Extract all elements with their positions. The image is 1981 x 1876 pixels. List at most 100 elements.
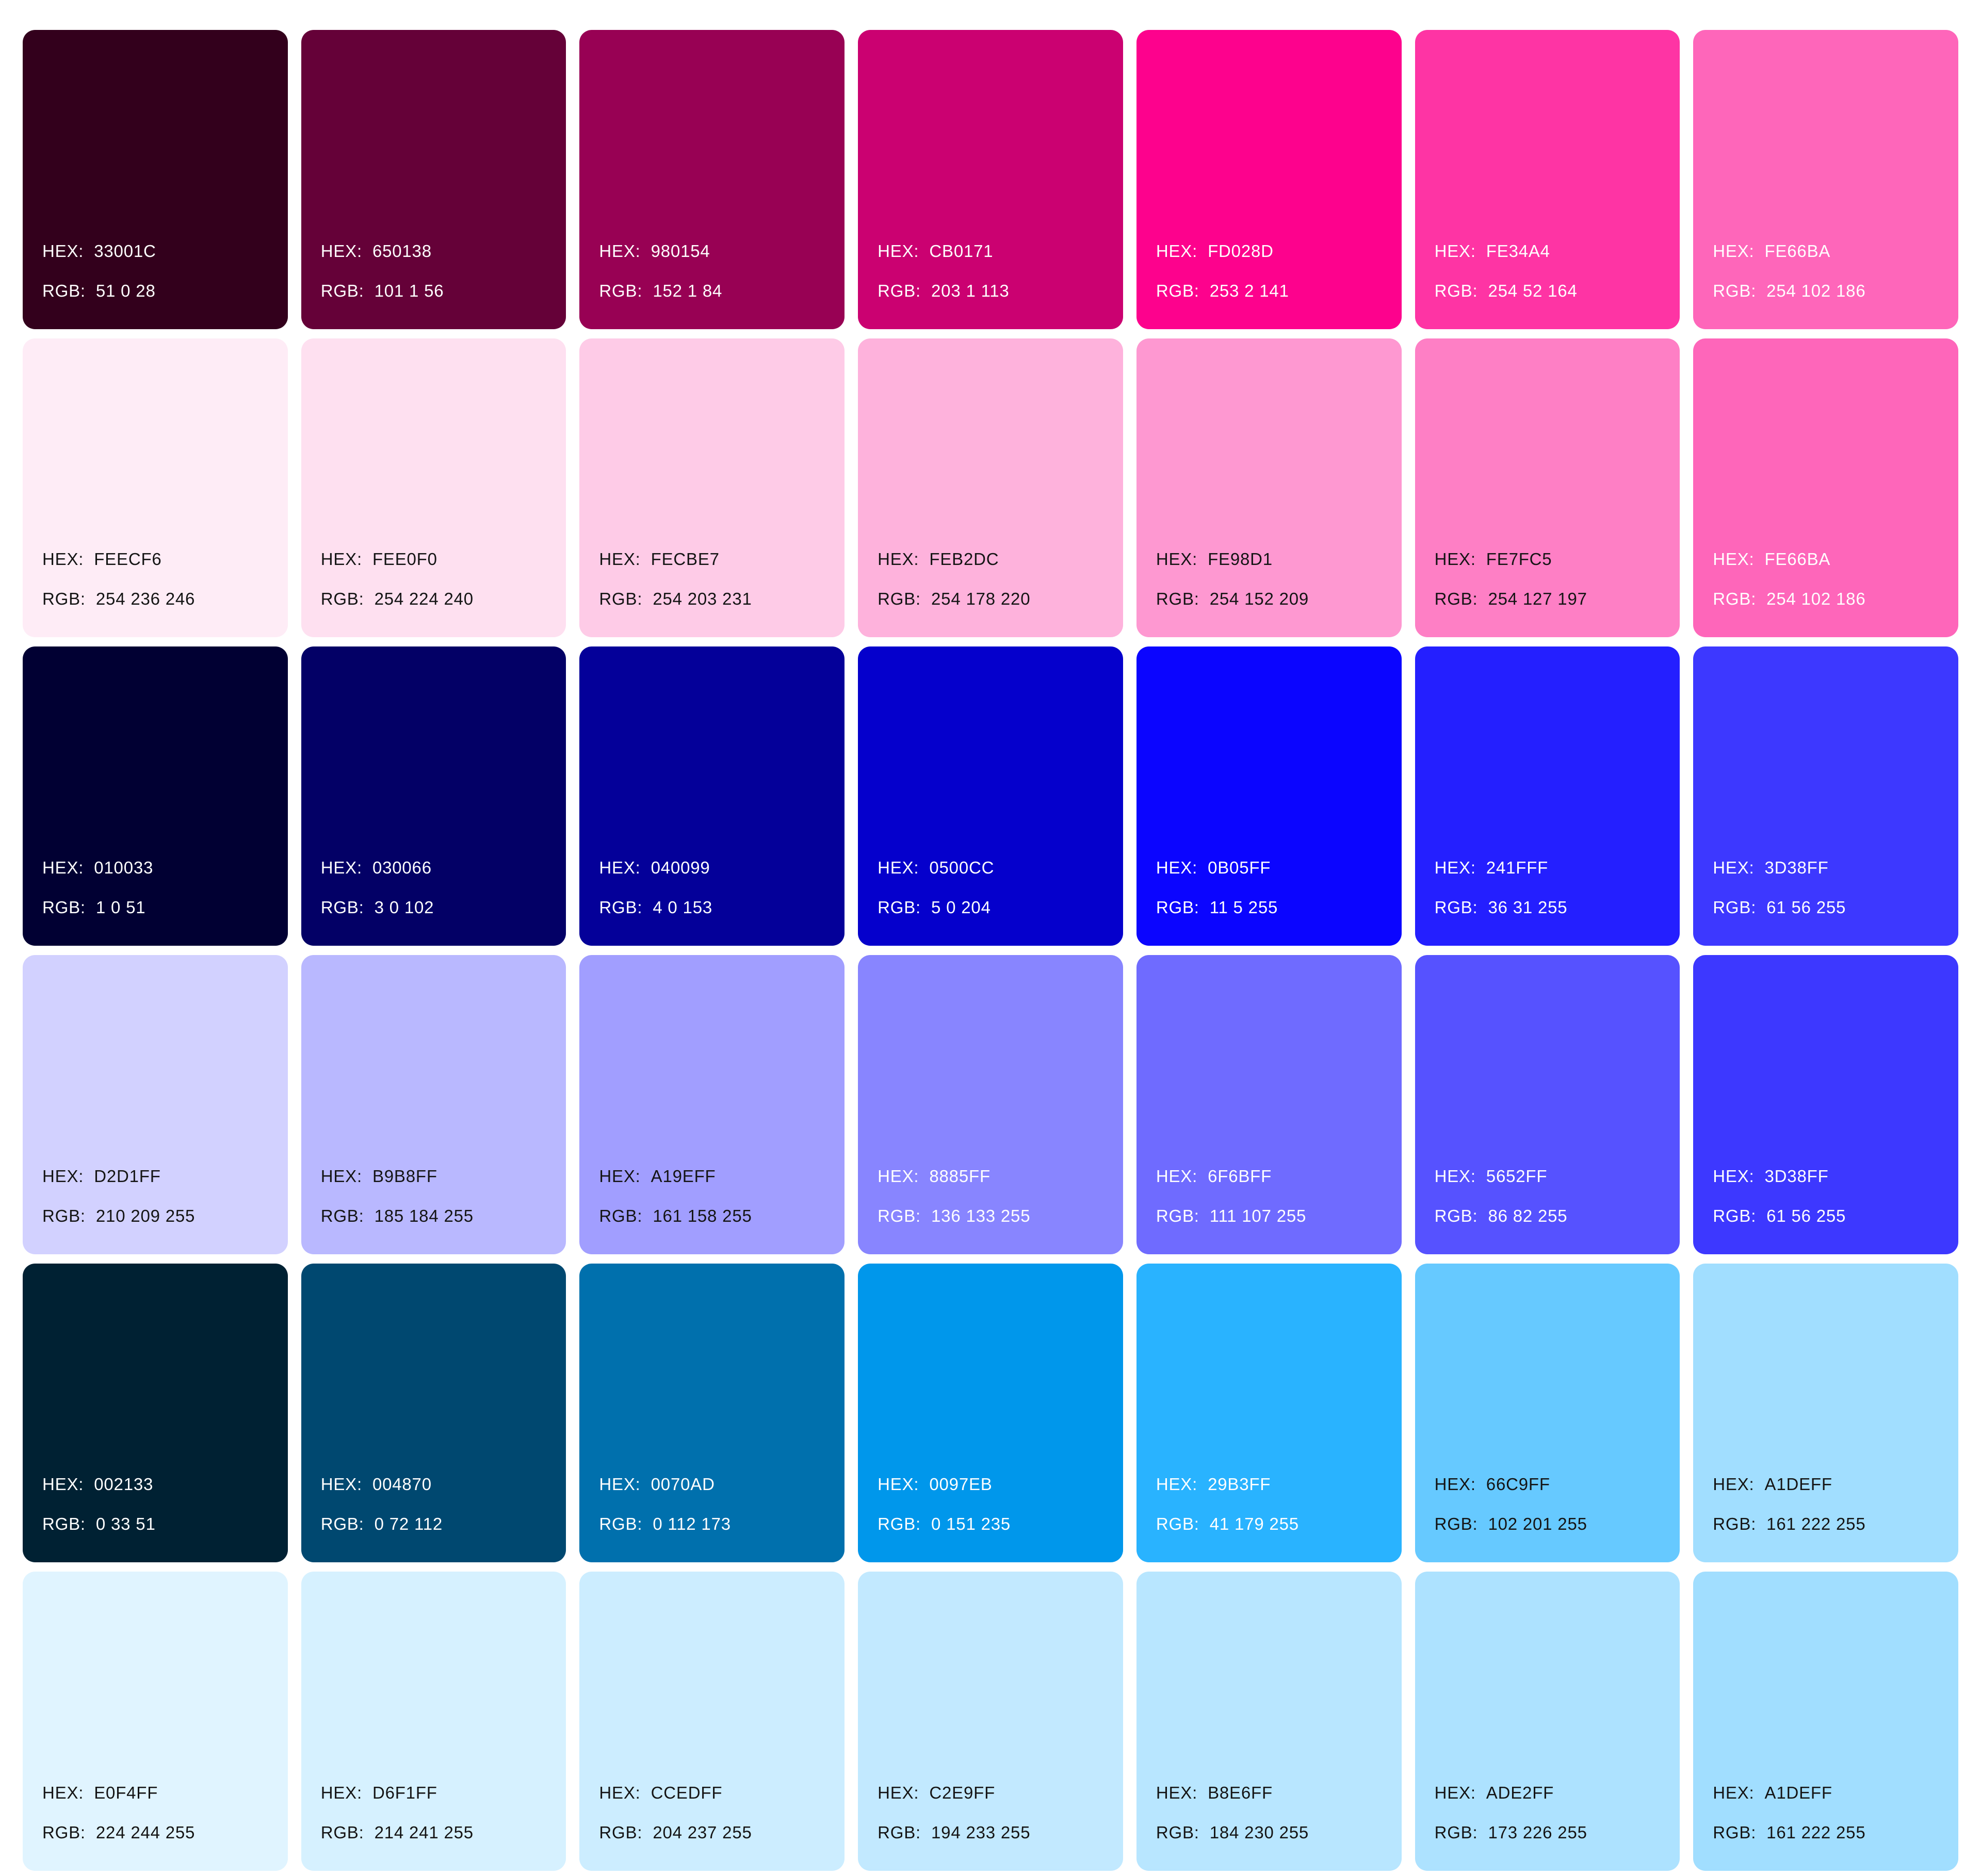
hex-label: HEX:	[1713, 549, 1755, 569]
swatch-labels: HEX: FECBE7 RGB: 254 203 231	[599, 551, 836, 607]
rgb-line: RGB: 254 102 186	[1713, 282, 1950, 299]
rgb-line: RGB: 1 0 51	[42, 899, 280, 916]
hex-value: 29B3FF	[1208, 1475, 1271, 1494]
rgb-value: 111 107 255	[1209, 1206, 1307, 1225]
hex-label: HEX:	[1434, 1475, 1476, 1494]
color-swatch-r4-c2: HEX: B9B8FF RGB: 185 184 255	[301, 955, 566, 1254]
hex-line: HEX: A1DEFF	[1713, 1784, 1950, 1801]
hex-value: 33001C	[94, 241, 156, 261]
hex-label: HEX:	[1156, 1166, 1198, 1186]
swatch-labels: HEX: FD028D RGB: 253 2 141	[1156, 242, 1393, 299]
rgb-value: 204 237 255	[653, 1823, 752, 1842]
hex-value: CCEDFF	[651, 1783, 723, 1802]
rgb-value: 61 56 255	[1766, 898, 1846, 917]
hex-line: HEX: 040099	[599, 859, 836, 876]
swatch-labels: HEX: 8885FF RGB: 136 133 255	[878, 1168, 1115, 1224]
swatch-labels: HEX: 29B3FF RGB: 41 179 255	[1156, 1476, 1393, 1532]
hex-value: D6F1FF	[372, 1783, 437, 1802]
color-swatch-r2-c3: HEX: FECBE7 RGB: 254 203 231	[579, 338, 845, 638]
hex-line: HEX: 0B05FF	[1156, 859, 1393, 876]
swatch-labels: HEX: 010033 RGB: 1 0 51	[42, 859, 280, 916]
hex-value: 650138	[372, 241, 432, 261]
swatch-labels: HEX: 002133 RGB: 0 33 51	[42, 1476, 280, 1532]
rgb-label: RGB:	[878, 589, 921, 609]
color-swatch-r2-c2: HEX: FEE0F0 RGB: 254 224 240	[301, 338, 566, 638]
color-swatch-r6-c2: HEX: D6F1FF RGB: 214 241 255	[301, 1572, 566, 1871]
hex-label: HEX:	[1713, 1475, 1755, 1494]
rgb-line: RGB: 185 184 255	[321, 1207, 558, 1224]
rgb-value: 11 5 255	[1209, 898, 1278, 917]
swatch-labels: HEX: A1DEFF RGB: 161 222 255	[1713, 1784, 1950, 1841]
rgb-line: RGB: 61 56 255	[1713, 899, 1950, 916]
rgb-label: RGB:	[1156, 898, 1199, 917]
rgb-label: RGB:	[320, 1823, 364, 1842]
rgb-value: 0 33 51	[95, 1514, 156, 1534]
hex-value: 5652FF	[1486, 1166, 1548, 1186]
rgb-label: RGB:	[878, 1823, 921, 1842]
rgb-label: RGB:	[320, 1514, 364, 1534]
rgb-label: RGB:	[1156, 589, 1199, 609]
swatch-labels: HEX: 33001C RGB: 51 0 28	[42, 242, 280, 299]
hex-value: A19EFF	[651, 1166, 716, 1186]
hex-value: 8885FF	[929, 1166, 990, 1186]
hex-label: HEX:	[599, 241, 641, 261]
rgb-value: 254 127 197	[1488, 589, 1587, 609]
color-swatch-r3-c2: HEX: 030066 RGB: 3 0 102	[301, 646, 566, 946]
rgb-line: RGB: 11 5 255	[1156, 899, 1393, 916]
rgb-line: RGB: 41 179 255	[1156, 1515, 1393, 1532]
hex-line: HEX: 3D38FF	[1713, 859, 1950, 876]
rgb-value: 161 222 255	[1766, 1514, 1866, 1534]
rgb-label: RGB:	[42, 1206, 86, 1225]
hex-line: HEX: 0500CC	[878, 859, 1115, 876]
rgb-line: RGB: 5 0 204	[878, 899, 1115, 916]
hex-value: 6F6BFF	[1208, 1166, 1272, 1186]
swatch-labels: HEX: 0070AD RGB: 0 112 173	[599, 1476, 836, 1532]
hex-line: HEX: 650138	[321, 242, 558, 260]
rgb-value: 224 244 255	[95, 1823, 196, 1842]
hex-label: HEX:	[878, 549, 919, 569]
swatch-labels: HEX: 3D38FF RGB: 61 56 255	[1713, 859, 1950, 916]
rgb-value: 5 0 204	[931, 898, 991, 917]
color-swatch-r1-c2: HEX: 650138 RGB: 101 1 56	[301, 30, 566, 329]
rgb-label: RGB:	[1156, 281, 1199, 300]
color-swatch-r1-c7: HEX: FE66BA RGB: 254 102 186	[1693, 30, 1958, 329]
hex-line: HEX: 29B3FF	[1156, 1476, 1393, 1493]
rgb-label: RGB:	[320, 898, 364, 917]
hex-label: HEX:	[599, 1783, 641, 1802]
hex-label: HEX:	[42, 241, 84, 261]
rgb-label: RGB:	[320, 1206, 364, 1225]
rgb-line: RGB: 36 31 255	[1435, 899, 1672, 916]
hex-line: HEX: 3D38FF	[1713, 1168, 1950, 1185]
swatch-labels: HEX: FE98D1 RGB: 254 152 209	[1156, 551, 1393, 607]
rgb-value: 254 224 240	[374, 589, 474, 609]
rgb-label: RGB:	[1713, 898, 1757, 917]
rgb-value: 86 82 255	[1488, 1206, 1568, 1225]
hex-label: HEX:	[320, 1475, 362, 1494]
rgb-label: RGB:	[1434, 898, 1478, 917]
rgb-line: RGB: 0 151 235	[878, 1515, 1115, 1532]
color-swatch-r4-c6: HEX: 5652FF RGB: 86 82 255	[1415, 955, 1680, 1254]
hex-value: 3D38FF	[1764, 858, 1829, 877]
swatch-labels: HEX: 241FFF RGB: 36 31 255	[1435, 859, 1672, 916]
color-swatch-r4-c3: HEX: A19EFF RGB: 161 158 255	[579, 955, 845, 1254]
rgb-line: RGB: 161 222 255	[1713, 1515, 1950, 1532]
hex-label: HEX:	[1156, 858, 1198, 877]
hex-label: HEX:	[320, 549, 362, 569]
hex-line: HEX: 241FFF	[1435, 859, 1672, 876]
color-swatch-r5-c2: HEX: 004870 RGB: 0 72 112	[301, 1263, 566, 1563]
hex-line: HEX: FE98D1	[1156, 551, 1393, 568]
hex-label: HEX:	[320, 858, 362, 877]
swatch-labels: HEX: D2D1FF RGB: 210 209 255	[42, 1168, 280, 1224]
hex-label: HEX:	[42, 549, 84, 569]
rgb-value: 41 179 255	[1209, 1514, 1299, 1534]
hex-value: 241FFF	[1486, 858, 1549, 877]
rgb-line: RGB: 194 233 255	[878, 1824, 1115, 1841]
color-swatch-r2-c5: HEX: FE98D1 RGB: 254 152 209	[1136, 338, 1402, 638]
rgb-line: RGB: 254 127 197	[1435, 590, 1672, 607]
hex-label: HEX:	[1156, 1475, 1198, 1494]
rgb-line: RGB: 253 2 141	[1156, 282, 1393, 299]
rgb-label: RGB:	[1434, 281, 1478, 300]
hex-line: HEX: 002133	[42, 1476, 280, 1493]
hex-label: HEX:	[599, 1166, 641, 1186]
hex-value: 010033	[94, 858, 154, 877]
